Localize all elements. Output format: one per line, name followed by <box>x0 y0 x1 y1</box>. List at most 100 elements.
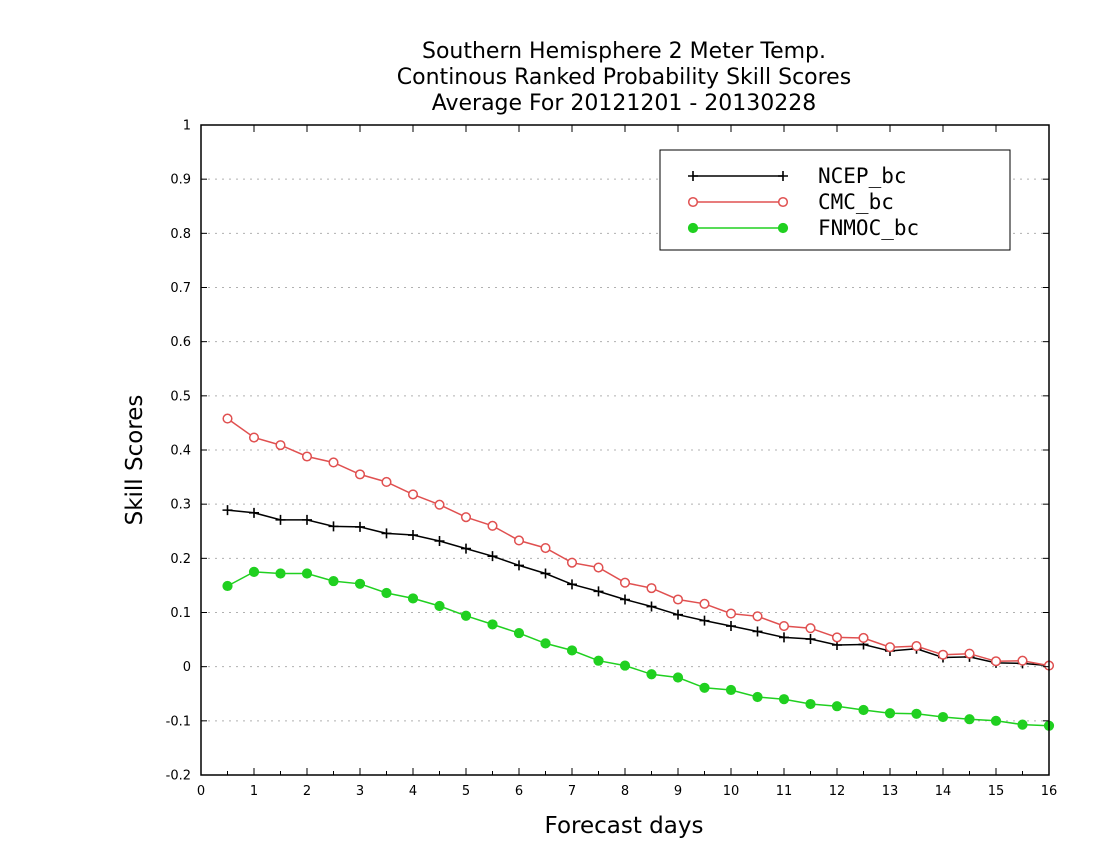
y-tick-label: 0.8 <box>170 227 191 242</box>
data-point <box>593 562 604 573</box>
data-point <box>619 660 631 671</box>
data-point <box>593 586 604 597</box>
x-axis-label: Forecast days <box>545 813 704 839</box>
legend-label: FNMOC_bc <box>818 216 919 240</box>
legend-marker <box>778 171 788 181</box>
data-point <box>275 440 286 451</box>
legend-entry: FNMOC_bc <box>687 216 919 240</box>
legend-marker <box>688 171 698 181</box>
y-tick-label: 0.9 <box>170 173 191 188</box>
data-point <box>407 593 419 604</box>
x-tick-label: 9 <box>674 784 682 799</box>
chart-title: Southern Hemisphere 2 Meter Temp. Contin… <box>397 39 851 116</box>
data-point <box>381 587 392 599</box>
data-point <box>487 619 498 630</box>
y-tick-label: 1 <box>183 119 191 134</box>
y-tick-label: 0.4 <box>170 444 191 459</box>
data-point <box>964 714 975 725</box>
data-point <box>434 499 445 510</box>
data-point <box>275 514 286 525</box>
data-point <box>567 579 577 590</box>
x-tick-label: 0 <box>197 784 205 799</box>
data-point <box>779 632 789 643</box>
data-point <box>699 615 710 626</box>
chart-title-line-1: Southern Hemisphere 2 Meter Temp. <box>422 39 826 64</box>
data-point <box>513 627 525 639</box>
series-cmc-bc <box>222 413 1055 671</box>
legend-label: CMC_bc <box>818 190 894 214</box>
data-point <box>566 645 578 656</box>
data-point <box>249 507 259 518</box>
data-point <box>937 711 949 723</box>
data-point <box>354 469 366 480</box>
legend-marker <box>777 196 789 208</box>
x-tick-label: 4 <box>409 784 417 799</box>
x-tick-label: 5 <box>462 784 470 799</box>
data-point <box>328 575 339 587</box>
y-tick-label: 0.1 <box>170 606 191 621</box>
series-ncep-bc <box>222 505 1054 671</box>
data-point <box>487 520 498 531</box>
data-point <box>990 715 1002 726</box>
data-point <box>540 542 551 554</box>
data-point <box>302 514 312 525</box>
data-point <box>964 648 975 659</box>
data-point <box>460 610 472 621</box>
y-tick-label: 0.3 <box>170 498 191 513</box>
x-tick-label: 16 <box>1041 784 1058 799</box>
grid-lines <box>201 178 1049 722</box>
data-point <box>460 512 472 523</box>
data-point <box>1017 719 1028 730</box>
data-point <box>248 432 260 443</box>
data-point <box>408 530 418 541</box>
legend-box <box>659 149 1011 251</box>
data-point <box>407 489 419 500</box>
data-point <box>540 638 551 649</box>
series-layer <box>222 413 1055 731</box>
y-axis-label: Skill Scores <box>122 395 148 526</box>
data-point <box>805 698 816 710</box>
data-point <box>434 600 445 612</box>
data-point <box>699 598 710 609</box>
data-point <box>752 626 763 637</box>
data-point <box>725 684 737 696</box>
legend-label: NCEP_bc <box>818 164 907 188</box>
y-tick-label: -0.2 <box>166 769 191 784</box>
data-point <box>672 672 684 683</box>
data-point <box>514 560 524 571</box>
data-point <box>222 505 233 516</box>
data-point <box>461 543 471 554</box>
legend-marker <box>687 222 699 234</box>
x-tick-label: 10 <box>723 784 740 799</box>
data-point <box>381 528 392 539</box>
data-point <box>831 701 843 712</box>
chart-title-line-2: Continous Ranked Probability Skill Score… <box>397 65 851 90</box>
y-tick-label: 0.6 <box>170 335 191 350</box>
data-point <box>911 708 922 719</box>
data-point <box>858 704 869 716</box>
data-point <box>301 568 313 579</box>
data-point <box>884 708 896 719</box>
data-point <box>434 536 445 546</box>
y-tick-label: 0.7 <box>170 281 191 296</box>
data-point <box>646 583 657 594</box>
legend-entry: CMC_bc <box>687 190 894 214</box>
data-point <box>726 621 736 632</box>
x-tick-label: 14 <box>935 784 952 799</box>
data-point <box>566 557 578 568</box>
x-tick-label: 11 <box>776 784 793 799</box>
data-point <box>620 594 630 605</box>
x-tick-label: 6 <box>515 784 523 799</box>
data-point <box>937 649 949 660</box>
x-tick-label: 13 <box>882 784 899 799</box>
data-point <box>805 623 816 634</box>
y-tick-label: 0.2 <box>170 552 191 567</box>
data-point <box>222 413 233 424</box>
x-tick-label: 7 <box>568 784 576 799</box>
data-point <box>355 521 365 532</box>
data-point <box>328 521 339 532</box>
data-point <box>831 632 843 643</box>
